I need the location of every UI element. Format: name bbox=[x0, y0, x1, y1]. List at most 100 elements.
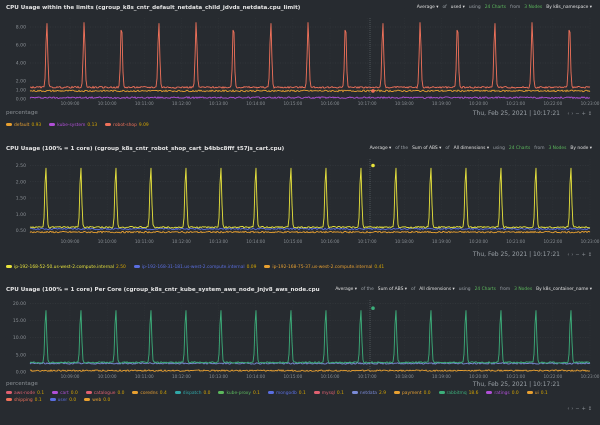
legend-value: 0.13 bbox=[87, 123, 98, 128]
group-by-dropdown[interactable]: By k8s_container_name bbox=[536, 287, 592, 292]
legend-name: default bbox=[14, 123, 30, 128]
selection-link[interactable]: 24 Charts bbox=[508, 146, 531, 151]
legend-item[interactable]: cart 0.0 bbox=[52, 390, 78, 397]
legend-item[interactable]: shipping 0.1 bbox=[6, 397, 42, 404]
legend-name: ip-192-168-52-50.us-west-2.compute.inter… bbox=[14, 265, 115, 270]
toolbox-icon[interactable]: ↕ bbox=[587, 406, 594, 412]
toolbox-icon[interactable]: ↕ bbox=[587, 252, 594, 258]
toolbox-icon[interactable]: + bbox=[581, 111, 588, 117]
x-tick-label: 10:13:00 bbox=[209, 239, 228, 244]
legend-item[interactable]: ratings 0.0 bbox=[486, 390, 519, 397]
group-by-dropdown[interactable]: used bbox=[451, 5, 465, 10]
group-by-dropdown[interactable]: All dimensions bbox=[454, 146, 489, 151]
legend-value: 0.0 bbox=[69, 398, 77, 403]
toolbox-icon[interactable]: ‹ bbox=[567, 111, 572, 117]
chart-panel-aws-node-cpu: CPU Usage (100% = 1 core) Per Core (cgro… bbox=[0, 282, 600, 425]
legend-swatch-icon bbox=[174, 391, 181, 394]
legend-name: catalogue bbox=[93, 391, 116, 396]
unit-label: percentage bbox=[6, 381, 38, 387]
line-chart[interactable]: 0.00 1.00 2.00 4.00 6.00 8.00 10:09:00 10:10:00… bbox=[0, 0, 600, 140]
legend-item[interactable]: robot-shop 9.09 bbox=[105, 122, 149, 129]
y-tick-label: 1.00 bbox=[16, 212, 26, 218]
legend-item[interactable]: rabbitmq 18.6 bbox=[438, 390, 478, 397]
legend-value: 9.09 bbox=[138, 123, 149, 128]
legend-item[interactable]: mongodb 0.1 bbox=[267, 390, 306, 397]
legend-item[interactable]: ip-192-168-31-181.us-west-2.compute.inte… bbox=[133, 264, 256, 271]
legend-name: shipping bbox=[14, 398, 33, 403]
y-tick-label: 8.00 bbox=[16, 25, 26, 31]
legend-item[interactable]: ip-192-168-75-37.us-west-2.compute.inter… bbox=[264, 264, 384, 271]
legend-item[interactable]: web 0.0 bbox=[84, 397, 110, 404]
legend-item[interactable]: default 0.93 bbox=[6, 122, 41, 129]
x-tick-label: 10:17:00 bbox=[358, 239, 377, 244]
legend-swatch-icon bbox=[6, 398, 12, 401]
group-by-dropdown[interactable]: Sum of ABS bbox=[412, 146, 441, 151]
toolbox-icon[interactable]: − bbox=[575, 252, 582, 258]
toolbox-icon[interactable]: + bbox=[581, 406, 588, 412]
toolbox-icon[interactable]: › bbox=[571, 252, 576, 258]
toolbox-icon[interactable]: › bbox=[571, 406, 576, 412]
legend-item[interactable]: kube-proxy 0.1 bbox=[218, 390, 260, 397]
y-tick-label: 0.50 bbox=[16, 228, 26, 234]
toolbox-icon[interactable]: + bbox=[581, 252, 588, 258]
line-chart[interactable]: 0.00 5.00 10.00 15.00 20.00 10:09:00 10:10:00 1… bbox=[0, 282, 600, 425]
group-by-dropdown[interactable]: By node bbox=[570, 146, 592, 151]
legend-item[interactable]: mysql 0.1 bbox=[313, 390, 344, 397]
selection-link[interactable]: 3 Nodes bbox=[524, 5, 543, 10]
chart-toolbox[interactable]: ‹›−+↕ bbox=[567, 252, 594, 258]
selection-link[interactable]: 24 Charts bbox=[484, 5, 507, 10]
control-text: of bbox=[442, 5, 447, 10]
selection-link[interactable]: 3 Nodes bbox=[548, 146, 567, 151]
x-tick-label: 10:11:00 bbox=[135, 239, 154, 244]
hover-timestamp: Thu, Feb 25, 2021 | 10:17:21 bbox=[472, 110, 560, 117]
toolbox-icon[interactable]: ‹ bbox=[567, 406, 572, 412]
group-by-dropdown[interactable]: By k8s_namespace bbox=[546, 5, 592, 10]
legend-value: 0.1 bbox=[336, 391, 344, 396]
legend-item[interactable]: catalogue 0.0 bbox=[85, 390, 124, 397]
chart-toolbox[interactable]: ‹›−+↕ bbox=[567, 406, 594, 412]
x-tick-label: 10:11:00 bbox=[135, 101, 154, 106]
x-tick-label: 10:12:00 bbox=[172, 239, 191, 244]
group-by-dropdown[interactable]: All dimensions bbox=[419, 287, 454, 292]
group-by-dropdown[interactable]: Average bbox=[370, 146, 392, 151]
legend-item[interactable]: dispatch 0.0 bbox=[174, 390, 210, 397]
x-tick-label: 10:13:00 bbox=[209, 374, 228, 379]
x-tick-label: 10:18:00 bbox=[395, 101, 414, 106]
toolbox-icon[interactable]: › bbox=[571, 111, 576, 117]
legend-swatch-icon bbox=[526, 391, 533, 394]
group-by-dropdown[interactable]: Average bbox=[417, 5, 439, 10]
legend-item[interactable]: ip-192-168-52-50.us-west-2.compute.inter… bbox=[6, 264, 126, 271]
control-text: of the bbox=[360, 287, 374, 292]
legend-value: 0.4 bbox=[159, 391, 167, 396]
legend-item[interactable]: user 0.0 bbox=[49, 397, 77, 404]
legend-value: 0.41 bbox=[374, 265, 385, 270]
control-text: of bbox=[411, 287, 416, 292]
x-tick-label: 10:10:00 bbox=[98, 374, 117, 379]
toolbox-icon[interactable]: ‹ bbox=[567, 252, 572, 258]
legend-item[interactable]: payment 0.0 bbox=[394, 390, 431, 397]
selection-link[interactable]: 3 Nodes bbox=[514, 287, 533, 292]
toolbox-icon[interactable]: − bbox=[575, 111, 582, 117]
chart-legend: aws-node 0.1 cart 0.0 catalogue 0.0 coredns 0.4… bbox=[6, 390, 596, 404]
x-tick-label: 10:17:00 bbox=[358, 101, 377, 106]
legend-item[interactable]: kube-system 0.13 bbox=[49, 122, 97, 129]
toolbox-icon[interactable]: − bbox=[575, 406, 582, 412]
legend-item[interactable]: netdata 2.9 bbox=[351, 390, 386, 397]
x-tick-label: 10:23:00 bbox=[581, 239, 600, 244]
x-tick-label: 10:21:00 bbox=[506, 239, 525, 244]
line-chart[interactable]: 0.50 1.00 1.50 2.00 2.50 10:09:00 10:10:00 10:1… bbox=[0, 141, 600, 281]
y-tick-label: 5.00 bbox=[16, 352, 26, 358]
chart-toolbox[interactable]: ‹›−+↕ bbox=[567, 111, 594, 117]
legend-item[interactable]: coredns 0.4 bbox=[132, 390, 167, 397]
x-tick-label: 10:14:00 bbox=[246, 101, 265, 106]
selection-link[interactable]: 24 Charts bbox=[474, 287, 496, 292]
legend-name: aws-node bbox=[14, 391, 36, 396]
legend-item[interactable]: aws-node 0.1 bbox=[6, 390, 44, 397]
legend-value: 0.0 bbox=[103, 398, 111, 403]
toolbox-icon[interactable]: ↕ bbox=[587, 111, 594, 117]
x-tick-label: 10:11:00 bbox=[135, 374, 154, 379]
group-by-dropdown[interactable]: Average bbox=[335, 287, 357, 292]
legend-item[interactable]: ui 0.1 bbox=[526, 390, 548, 397]
group-by-dropdown[interactable]: Sum of ABS bbox=[378, 287, 407, 292]
